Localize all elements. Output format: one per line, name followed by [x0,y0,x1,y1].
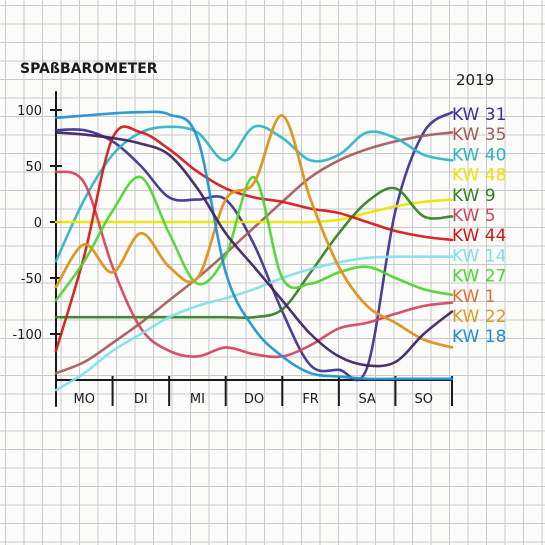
series-line-kw-22 [54,114,454,349]
legend-label-kw-27: KW 27 [452,267,506,287]
legend-label-kw-31: KW 31 [452,105,506,125]
legend-label-kw-40: KW 40 [452,145,506,165]
legend-label-kw-22: KW 22 [452,307,506,327]
y-tick-label: -50 [21,272,42,287]
x-tick-label: FR [302,392,319,407]
chart-year: 2019 [456,71,494,89]
x-tick-label: SO [414,392,432,407]
x-tick-label: DO [244,392,264,407]
legend-label-kw-35: KW 35 [452,125,506,145]
legend-label-kw-9: KW 9 [452,186,496,206]
series-line-kw-31 [54,110,454,382]
series-line-kw-44 [54,125,454,353]
chart-title: SPAßBAROMETER [20,61,158,77]
series-line-kw-14 [54,255,454,392]
x-tick-label: SA [358,392,375,407]
x-tick-label: DI [134,392,148,407]
y-tick-label: -100 [12,328,42,343]
x-tick-label: MO [74,392,95,407]
legend-label-kw-14: KW 14 [452,246,506,266]
legend-label-kw-18: KW 18 [452,327,506,347]
legend-label-kw-48: KW 48 [452,166,506,186]
series-line-kw-40 [54,124,454,263]
series-line-unlabeled-12 [54,131,454,368]
legend-label-kw-1: KW 1 [452,287,496,307]
series-line-kw-48 [54,198,454,224]
series-line-kw-9 [54,186,454,320]
x-tick-label: MI [190,392,205,407]
series-lines [54,110,454,392]
y-tick-label: 50 [25,160,42,175]
legend-label-kw-44: KW 44 [452,226,506,246]
y-tick-label: 100 [17,104,42,119]
series-line-kw-35 [54,131,454,375]
series-line-kw-18 [54,110,454,381]
legend-label-kw-5: KW 5 [452,206,496,226]
x-tick-labels: MO DI MI DO FR SA SO [74,392,433,407]
y-tick-label: 0 [34,216,42,231]
y-tick-labels: 100 50 0 -50 -100 [12,104,42,343]
series-line-kw-27 [54,175,454,302]
